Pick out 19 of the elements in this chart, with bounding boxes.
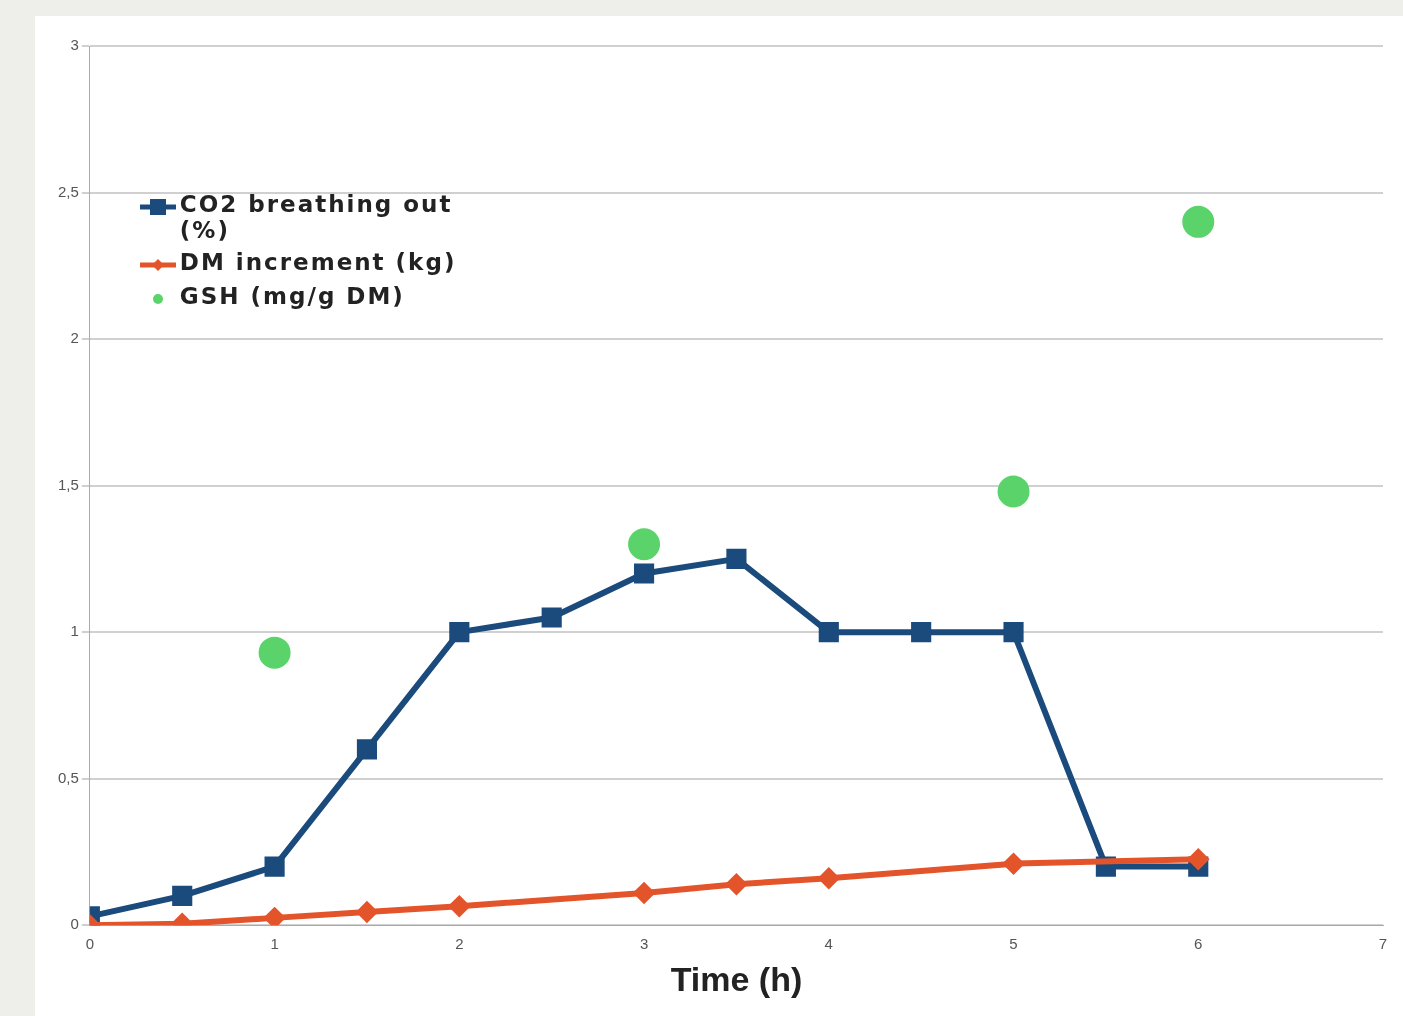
x-axis-title: Time (h)	[670, 959, 803, 998]
y-tick-label: 3	[70, 36, 79, 54]
x-tick-label: 5	[1009, 935, 1018, 953]
y-tick-label: 2	[70, 329, 79, 347]
y-tick-label: 1,5	[57, 475, 79, 493]
x-tick-label: 4	[824, 935, 833, 953]
y-tick-label: 1	[70, 622, 79, 640]
legend-label: GSH (mg/g DM)	[179, 283, 405, 309]
x-tick-label: 3	[639, 935, 649, 953]
x-tick-label: 2	[455, 935, 464, 953]
y-tick-label: 2,5	[57, 182, 79, 200]
legend-label: CO2 breathing out (%)	[179, 191, 454, 243]
x-tick-label: 0	[85, 935, 95, 953]
legend-label: DM increment (kg)	[179, 249, 457, 275]
x-tick-label: 6	[1194, 935, 1203, 953]
x-tick-label: 1	[270, 935, 279, 953]
y-tick-label: 0,5	[57, 768, 79, 786]
x-tick-label: 7	[1378, 935, 1388, 953]
y-tick-label: 0	[70, 915, 79, 933]
